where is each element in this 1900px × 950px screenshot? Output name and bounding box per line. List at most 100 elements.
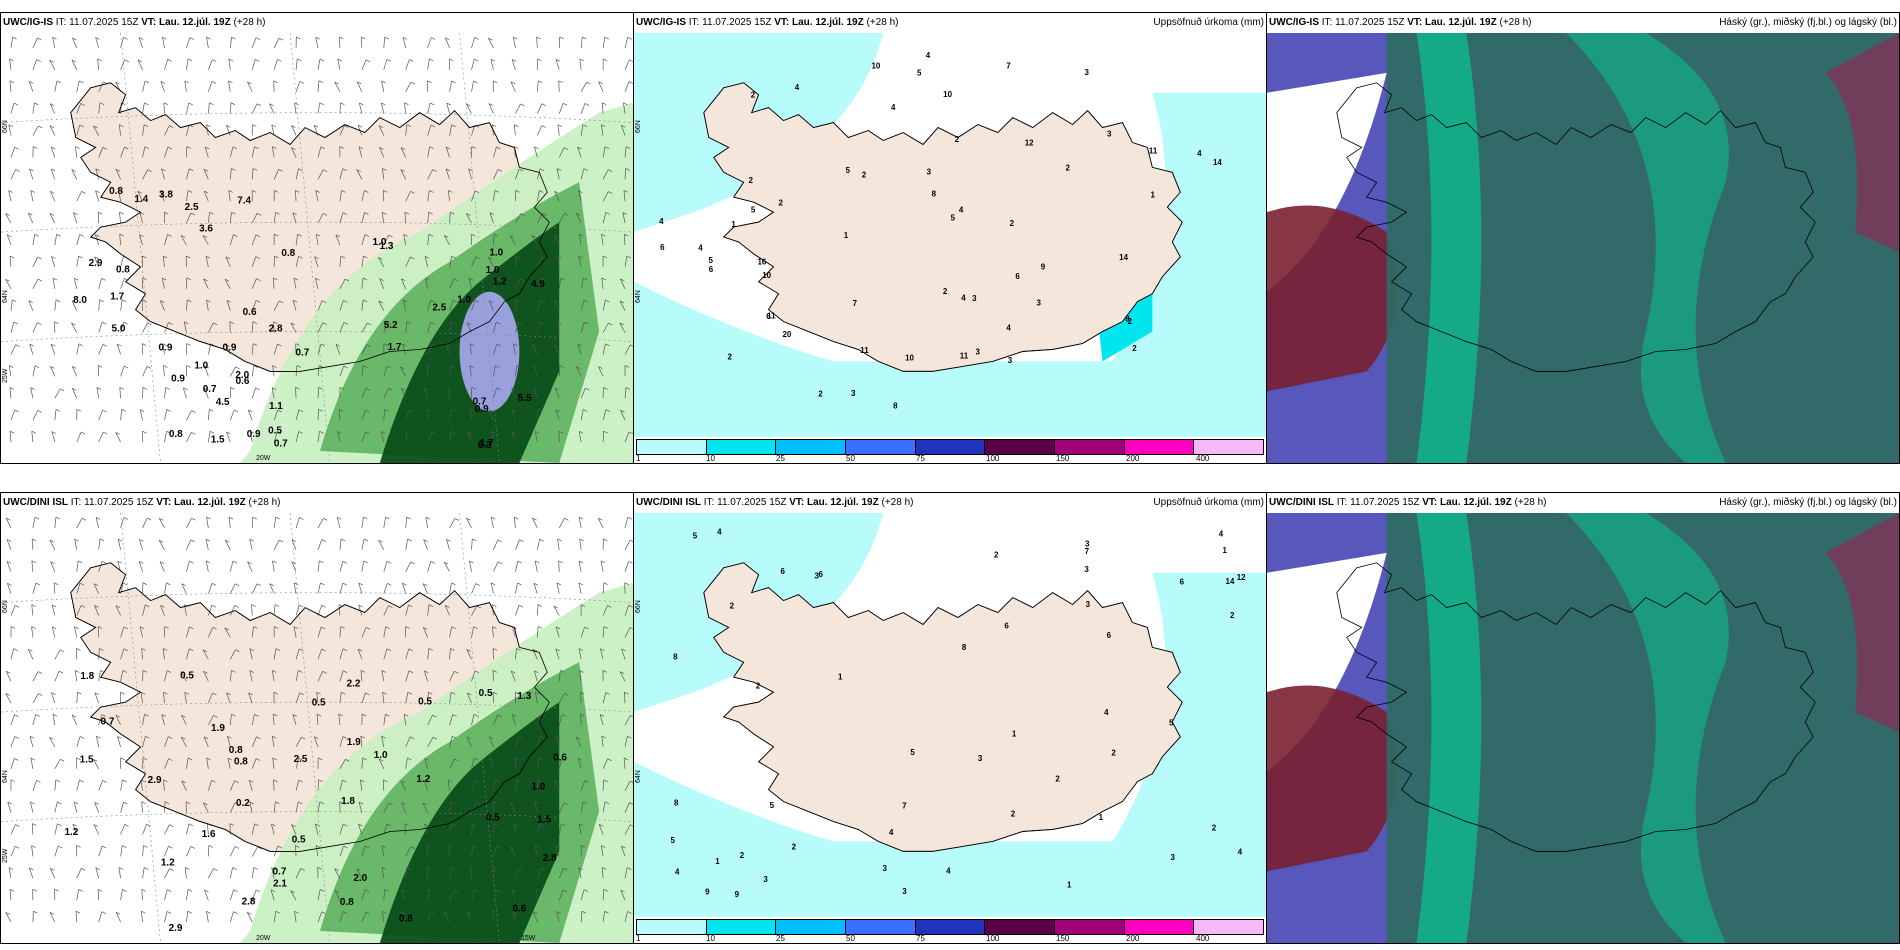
grid-value: 1.4: [134, 194, 148, 205]
grid-value: 4: [959, 206, 964, 215]
grid-value: 4: [889, 828, 894, 837]
grid-value: 5: [770, 801, 775, 810]
grid-value: 5: [670, 836, 675, 845]
grid-value: 6: [660, 243, 665, 252]
issue-time: 11.07.2025 15Z: [717, 497, 787, 508]
grid-value: 2.9: [148, 775, 162, 786]
grid-value: 3: [978, 754, 983, 763]
grid-value: 2: [943, 287, 948, 296]
grid-value: 2: [862, 170, 867, 179]
grid-value: 8: [1125, 315, 1130, 324]
issue-time: 11.07.2025 15Z: [702, 17, 772, 28]
precip-panel-igis: UWC/IG-IS IT: 11.07.2025 15Z VT: Lau. 12…: [633, 12, 1267, 464]
wind-gust-panel-igis: UWC/IG-IS IT: 11.07.2025 15Z VT: Lau. 12…: [0, 12, 634, 464]
grid-value: 5: [910, 748, 915, 757]
grid-value: 1.7: [110, 291, 124, 302]
grid-value: 3: [972, 294, 977, 303]
legend-label: 25: [776, 934, 785, 943]
legend-label: 150: [1056, 454, 1070, 463]
longitude-label: 20W: [256, 455, 271, 462]
panel-header: UWC/DINI ISL IT: 11.07.2025 15Z VT: Lau.…: [634, 493, 1266, 513]
grid-value: 3: [1107, 129, 1112, 138]
grid-value: 1.2: [416, 774, 430, 785]
legend-label: 100: [986, 454, 1000, 463]
grid-value: 0.7: [203, 384, 217, 395]
grid-value: 11: [767, 311, 776, 320]
grid-value: 1.2: [64, 827, 78, 838]
grid-value: 10: [762, 271, 771, 280]
grid-value: 3: [763, 875, 768, 884]
grid-value: 1.2: [493, 277, 507, 288]
lead-time: (+28 h): [881, 497, 914, 508]
grid-value: 0.9: [171, 373, 185, 384]
grid-value: 1.8: [80, 671, 94, 682]
grid-value: 4: [675, 867, 680, 876]
grid-value: 1.3: [517, 691, 531, 702]
grid-value: 3: [1084, 565, 1089, 574]
grid-value: 1.5: [80, 754, 94, 765]
precip-legend: 1 10 25 50 75 100 150 200 400: [634, 437, 1266, 463]
grid-value: 4: [961, 294, 966, 303]
legend-label: 25: [776, 454, 785, 463]
grid-value: 8: [673, 652, 678, 661]
grid-value: 2: [1230, 611, 1235, 620]
grid-value: 7: [853, 299, 858, 308]
grid-value: 1: [1223, 546, 1228, 555]
grid-value: 1.0: [486, 265, 500, 276]
grid-value: 6.3: [478, 440, 492, 451]
legend-swatch: [846, 440, 916, 454]
grid-value: 5.0: [112, 324, 126, 335]
grid-value: 0.8: [169, 429, 183, 440]
longitude-label: 15W: [521, 935, 536, 942]
wind-gust-panel-dini: UWC/DINI ISL IT: 11.07.2025 15Z VT: Lau.…: [0, 492, 634, 944]
grid-value: 3: [927, 167, 932, 176]
grid-value: 9: [1041, 263, 1046, 272]
grid-value: 0.8: [234, 757, 248, 768]
grid-value: 1.5: [211, 435, 225, 446]
grid-value: 1: [1067, 880, 1072, 889]
panel-title: Uppsöfnuð úrkoma (mm): [1153, 497, 1264, 508]
legend-swatch: [1194, 920, 1264, 934]
grid-value: 8: [932, 190, 937, 199]
grid-value: 1.5: [537, 815, 551, 826]
grid-value: 3: [1086, 600, 1091, 609]
legend-swatch: [1124, 440, 1195, 454]
valid-time: Lau. 12.júl. 19Z: [1425, 17, 1497, 28]
grid-value: 4: [1219, 530, 1224, 539]
grid-value: 2: [994, 550, 999, 559]
grid-value: 11: [860, 346, 869, 355]
grid-value: 0.5: [292, 835, 306, 846]
grid-value: 4: [891, 103, 896, 112]
grid-value: 4.5: [216, 397, 230, 408]
issue-time: 11.07.2025 15Z: [1350, 497, 1420, 508]
grid-value: 4.9: [531, 279, 545, 290]
latitude-label: 64N: [635, 290, 642, 303]
grid-value: 20: [782, 330, 791, 339]
grid-value: 1.0: [374, 750, 388, 761]
grid-value: 0.5: [268, 426, 282, 437]
grid-value: 12: [1025, 138, 1034, 147]
grid-value: 6: [766, 312, 771, 321]
grid-value: 2.5: [432, 302, 446, 313]
precip-panel-dini: UWC/DINI ISL IT: 11.07.2025 15Z VT: Lau.…: [633, 492, 1267, 944]
grid-value: 4: [717, 528, 722, 537]
grid-value: 2.1: [273, 879, 287, 890]
grid-value: 2: [792, 843, 797, 852]
grid-value: 4: [926, 51, 931, 60]
grid-value: 1.0: [194, 361, 208, 372]
grid-value: 4: [698, 244, 703, 253]
grid-value: 6: [709, 265, 714, 274]
model-name: UWC/DINI ISL: [636, 497, 701, 508]
panel-header: UWC/IG-IS IT: 11.07.2025 15Z VT: Lau. 12…: [634, 13, 1266, 33]
valid-time: Lau. 12.júl. 19Z: [159, 17, 231, 28]
grid-value: 2: [1011, 809, 1016, 818]
panel-title: Háský (gr.), miðský (fj.bl.) og lágský (…: [1719, 17, 1897, 28]
grid-value: 8: [962, 643, 967, 652]
legend-swatch: [915, 440, 986, 454]
grid-value: 1.6: [202, 829, 216, 840]
grid-value: 0.9: [159, 342, 173, 353]
legend-label: 400: [1196, 454, 1210, 463]
longitude-label: 20W: [256, 935, 271, 942]
grid-value: 2: [728, 353, 733, 362]
grid-value: 2: [1212, 823, 1217, 832]
